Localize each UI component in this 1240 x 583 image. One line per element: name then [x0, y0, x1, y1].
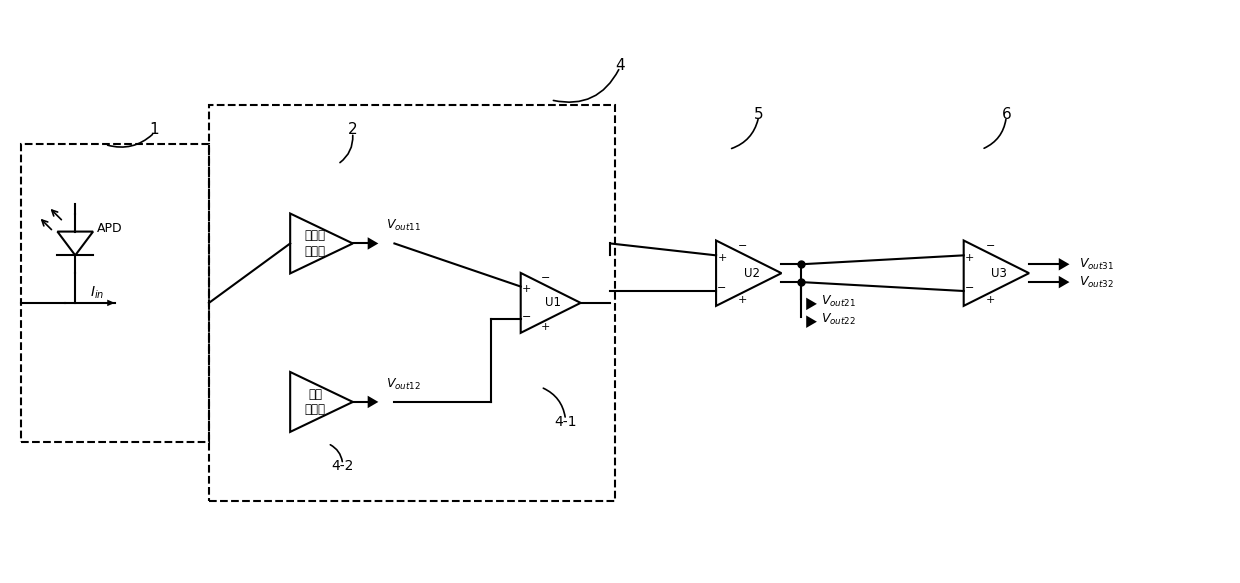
Text: APD: APD — [97, 222, 123, 235]
Text: U2: U2 — [744, 266, 760, 280]
Text: 放大器: 放大器 — [305, 403, 325, 416]
Text: $V_{out22}$: $V_{out22}$ — [821, 312, 856, 327]
Polygon shape — [806, 315, 817, 328]
Bar — [210, 105, 615, 501]
Text: U1: U1 — [544, 296, 560, 310]
Text: U3: U3 — [992, 266, 1007, 280]
Text: $V_{out21}$: $V_{out21}$ — [821, 294, 857, 310]
Text: −: − — [717, 283, 727, 293]
Text: 1: 1 — [150, 122, 159, 137]
Text: $V_{out31}$: $V_{out31}$ — [1079, 257, 1114, 272]
Text: 4-1: 4-1 — [554, 415, 577, 429]
Polygon shape — [1059, 276, 1069, 289]
Text: +: + — [717, 254, 727, 264]
Text: 4: 4 — [615, 58, 625, 73]
Text: 跨阻预: 跨阻预 — [305, 229, 325, 242]
Text: −: − — [986, 241, 996, 251]
Polygon shape — [806, 298, 817, 310]
Text: $V_{out11}$: $V_{out11}$ — [386, 218, 420, 233]
Text: +: + — [986, 295, 996, 305]
Bar — [21, 145, 210, 441]
Text: −: − — [541, 273, 549, 283]
Text: $V_{out32}$: $V_{out32}$ — [1079, 275, 1114, 290]
Text: −: − — [522, 311, 531, 321]
Text: $V_{out12}$: $V_{out12}$ — [386, 377, 420, 392]
Text: +: + — [965, 254, 975, 264]
Polygon shape — [368, 237, 378, 250]
Text: 4-2: 4-2 — [331, 459, 353, 473]
Text: −: − — [965, 283, 975, 293]
Text: 放大器: 放大器 — [305, 245, 325, 258]
Text: +: + — [541, 322, 549, 332]
Text: +: + — [738, 295, 748, 305]
Text: 2: 2 — [347, 122, 357, 137]
Text: −: − — [738, 241, 748, 251]
Text: 基准: 基准 — [308, 388, 322, 401]
Text: 6: 6 — [1002, 107, 1011, 122]
Polygon shape — [1059, 258, 1069, 271]
Text: $I_{in}$: $I_{in}$ — [91, 285, 104, 301]
Text: 5: 5 — [754, 107, 764, 122]
Polygon shape — [368, 396, 378, 408]
Polygon shape — [107, 300, 115, 306]
Text: +: + — [522, 285, 531, 294]
